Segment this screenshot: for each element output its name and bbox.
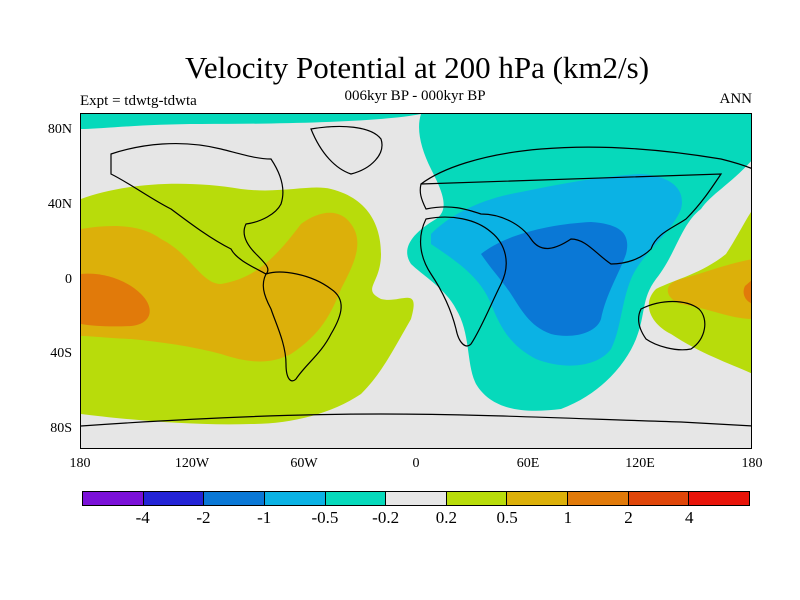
colorbar-bin [689, 492, 750, 505]
colorbar-bin [143, 492, 205, 505]
positive-core-west [81, 212, 358, 362]
y-tick-label: 80N [47, 122, 72, 137]
x-tick-label: 60W [290, 456, 318, 471]
colorbar-bin [204, 492, 265, 505]
colorbar [82, 491, 750, 506]
x-tick-label: 120W [174, 456, 210, 471]
x-tick-label: 60E [516, 456, 540, 471]
y-tick-label: 80S [50, 421, 72, 436]
positive-max-west [81, 273, 150, 327]
colorbar-label: -2 [196, 508, 211, 527]
colorbar-bin [325, 492, 387, 505]
x-tick-label: 120E [625, 456, 655, 471]
eurasia-coast [419, 146, 751, 265]
colorbar-label: 0.5 [496, 508, 518, 527]
colorbar-label: 4 [685, 508, 694, 527]
colorbar-bin [628, 492, 690, 505]
south-america-coast [262, 271, 342, 382]
y-tick-label: 0 [65, 272, 72, 287]
colorbar-bin [507, 492, 569, 505]
australia-coast [637, 300, 706, 351]
antarctica-coast [81, 413, 751, 427]
colorbar-bin [264, 492, 326, 505]
negative-core [481, 222, 628, 336]
coastlines [81, 125, 751, 427]
y-tick-label: 40N [47, 197, 72, 212]
colorbar-bin [446, 492, 508, 505]
north-america-coast [110, 142, 284, 275]
colorbar-label: -4 [135, 508, 150, 527]
colorbar-label: -0.5 [311, 508, 339, 527]
colorbar-bin [83, 492, 144, 505]
colorbar-label: -0.2 [372, 508, 400, 527]
colorbar-bin [568, 492, 629, 505]
x-tick-label: 180 [741, 456, 763, 471]
africa-coast [419, 216, 507, 347]
x-tick-label: 0 [412, 456, 420, 471]
map-field-svg [81, 114, 751, 448]
positive-max-east [743, 280, 751, 304]
colorbar-bin [386, 492, 447, 505]
y-tick-label: 40S [50, 346, 72, 361]
colorbar-label: 1 [563, 508, 573, 527]
map-subtitle: 006kyr BP - 000kyr BP [344, 88, 486, 104]
colorbar-label: -1 [257, 508, 272, 527]
x-tick-label: 180 [69, 456, 91, 471]
colorbar-label: 0.2 [435, 508, 457, 527]
map-title: Velocity Potential at 200 hPa (km2/s) [184, 50, 650, 85]
experiment-label: Expt = tdwtg-tdwta [80, 93, 197, 109]
greenland-coast [310, 125, 383, 175]
colorbar-label: 2 [624, 508, 633, 527]
negative-strip-north [81, 114, 421, 129]
season-label: ANN [719, 91, 753, 107]
map-plot-area [80, 113, 752, 449]
